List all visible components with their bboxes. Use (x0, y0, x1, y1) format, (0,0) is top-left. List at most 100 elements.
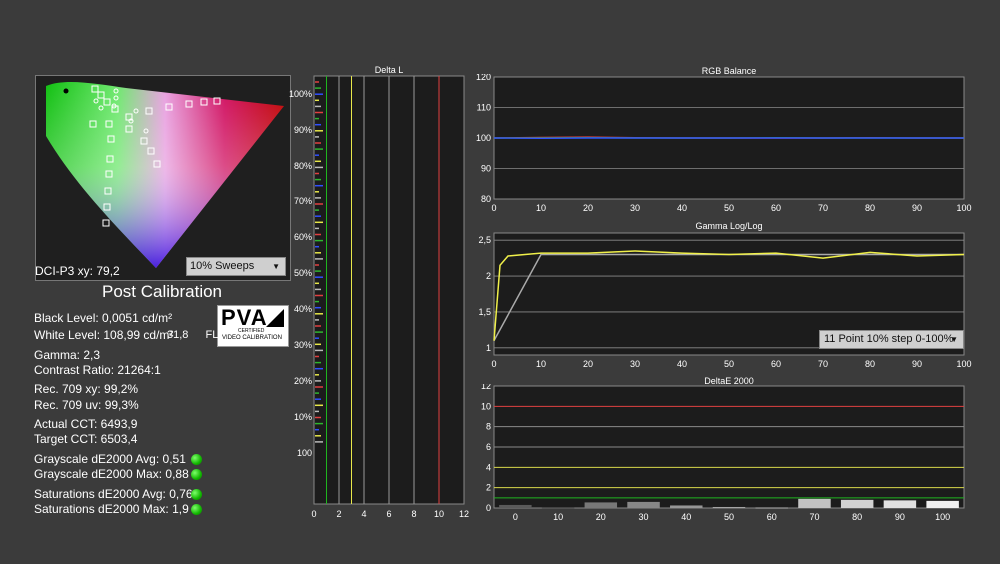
metric-11: Saturations dE2000 Max: 1,9 (34, 502, 189, 516)
post-calibration-title: Post Calibration (102, 282, 223, 301)
x-tick: 10 (536, 203, 546, 213)
metric-9: Grayscale dE2000 Max: 0,88 (34, 467, 189, 481)
x-tick: 0 (491, 359, 496, 369)
pva-logo: PVA CERTIFIED VIDEO CALIBRATION (217, 305, 289, 347)
cie-label-value: 79,2 (96, 264, 120, 278)
y-tick: 6 (486, 442, 491, 452)
y-tick: 0 (486, 503, 491, 513)
status-pass-icon (191, 469, 202, 480)
metric-5: Rec. 709 uv: 99,3% (34, 398, 139, 412)
delta-l-x-tick: 2 (336, 509, 341, 519)
delta-l-y-tick: 20% (294, 376, 312, 386)
delta-e-bar (627, 501, 660, 508)
gamma-chart: 2,5 2 1,5 1 0 10 20 30 40 50 60 70 80 90 100 (470, 230, 980, 375)
x-tick: 0 (513, 512, 518, 522)
delta-e-bar (883, 500, 917, 508)
cie-diagram (35, 75, 291, 281)
delta-e-chart: 12 10 8 6 4 2 0 0 10 20 30 40 50 60 70 80 90 100 (470, 381, 980, 524)
x-tick: 30 (630, 203, 640, 213)
delta-l-x-tick: 10 (434, 509, 444, 519)
gamma-step-dropdown-value: 11 Point 10% step 0-100% (824, 333, 954, 345)
delta-l-chart: 0 2 4 6 8 10 12 100% 90% 80% 70% 60% 50% 40% 30% 20% 10%… (280, 74, 470, 524)
metric-4: Rec. 709 xy: 99,2% (34, 382, 139, 396)
x-tick: 10 (536, 359, 546, 369)
delta-l-x-tick: 12 (459, 509, 469, 519)
delta-l-y-tick: 30% (294, 340, 312, 350)
x-tick: 80 (865, 359, 875, 369)
x-tick: 20 (583, 203, 593, 213)
delta-e-bar (670, 505, 703, 508)
x-tick: 100 (956, 359, 971, 369)
delta-l-x-tick: 4 (361, 509, 366, 519)
x-tick: 30 (630, 359, 640, 369)
x-tick: 20 (596, 512, 606, 522)
x-tick: 0 (491, 203, 496, 213)
x-tick: 100 (935, 512, 950, 522)
x-tick: 100 (956, 203, 971, 213)
x-tick: 90 (895, 512, 905, 522)
fl-unit: FL (205, 329, 219, 341)
delta-l-plot: 0 2 4 6 8 10 12 100% 90% 80% 70% 60% 50% 40% 30% 20% 10%… (289, 75, 469, 519)
x-tick: 50 (724, 203, 734, 213)
y-tick: 80 (481, 194, 491, 204)
status-pass-icon (191, 489, 202, 500)
y-tick: 110 (477, 103, 491, 113)
delta-e-bar (840, 499, 874, 508)
metric-2: Gamma: 2,3 (34, 348, 101, 362)
x-tick: 30 (639, 512, 649, 522)
delta-e-bar (926, 500, 959, 508)
x-tick: 10 (553, 512, 563, 522)
sweeps-dropdown-value: 10% Sweeps (190, 260, 255, 272)
delta-l-y-tick: 40% (294, 304, 312, 314)
metric-7: Target CCT: 6503,4 (34, 432, 138, 446)
y-tick: 1 (486, 343, 491, 353)
metric-6: Actual CCT: 6493,9 (34, 417, 138, 431)
delta-l-y-tick: 70% (294, 196, 312, 206)
metric-10: Saturations dE2000 Avg: 0,76 (34, 487, 193, 501)
gamma-step-dropdown[interactable]: 11 Point 10% step 0-100% ▼ (819, 330, 964, 349)
rgb-balance-title: RGB Balance (701, 66, 757, 76)
y-tick: 4 (486, 462, 491, 472)
x-tick: 80 (852, 512, 862, 522)
delta-e-bar (712, 506, 746, 508)
delta-l-x-tick: 8 (411, 509, 416, 519)
delta-e-bar (584, 502, 618, 508)
y-tick: 10 (481, 401, 491, 411)
delta-l-y-tick: 100% (289, 89, 312, 99)
x-tick: 40 (681, 512, 691, 522)
y-tick: 1,5 (478, 307, 491, 317)
x-tick: 90 (912, 359, 922, 369)
pva-logo-mark (266, 309, 284, 327)
y-tick: 120 (476, 74, 491, 82)
sweeps-dropdown[interactable]: 10% Sweeps ▼ (186, 257, 286, 276)
delta-e-bar (499, 504, 532, 508)
status-pass-icon (191, 454, 202, 465)
delta-l-y-tick: 10% (294, 412, 312, 422)
fl-value: 31,8 FL (167, 329, 218, 341)
metric-0: Black Level: 0,0051 cd/m² (34, 311, 173, 325)
delta-l-x-tick: 0 (311, 509, 316, 519)
gamma-plot: 2,5 2 1,5 10 10 20 30 40 50 60 70 80 90 100 (478, 232, 972, 369)
cie-label-prefix: DCI-P3 xy: (35, 264, 97, 278)
metric-8: Grayscale dE2000 Avg: 0,51 (34, 452, 186, 466)
cie-label: DCI-P3 xy: 79,2 (35, 264, 120, 278)
pva-logo-sub2: VIDEO CALIBRATION (222, 335, 282, 341)
y-tick: 8 (486, 422, 491, 432)
gamma-title: Gamma Log/Log (695, 221, 763, 231)
rgb-balance-chart: 120 110 100 90 80 0 10 20 30 40 50 60 70 80 90 100 (470, 72, 980, 219)
gamut-sweep-markers (63, 85, 221, 227)
y-tick: 90 (481, 164, 491, 174)
delta-l-y-tick: 100 (297, 448, 312, 458)
delta-e-bar (755, 507, 788, 509)
y-tick: 12 (481, 384, 491, 391)
metric-1: White Level: 108,99 cd/m² (34, 328, 174, 342)
x-tick: 90 (912, 203, 922, 213)
gamma-measured-line (493, 250, 965, 341)
x-tick: 70 (818, 359, 828, 369)
delta-l-x-tick: 6 (386, 509, 391, 519)
x-tick: 80 (865, 203, 875, 213)
status-pass-icon (191, 504, 202, 515)
delta-e-title: DeltaE 2000 (704, 376, 754, 386)
